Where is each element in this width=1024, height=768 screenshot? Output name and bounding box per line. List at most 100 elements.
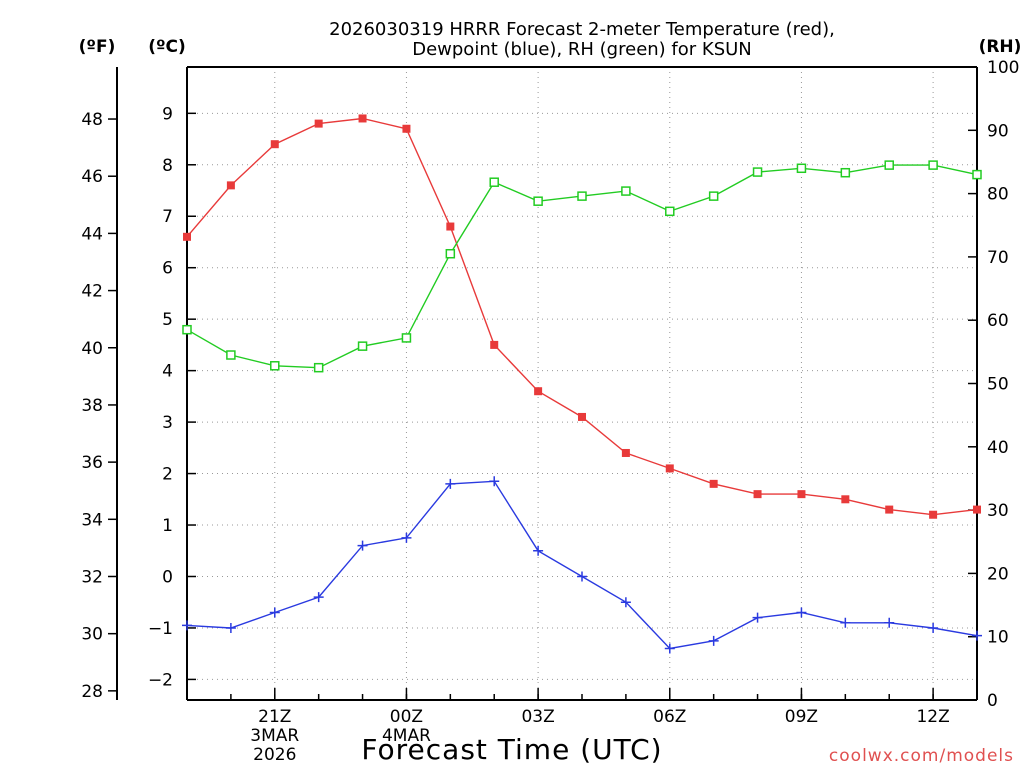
- celsius-tick-label: 3: [162, 413, 173, 433]
- grid-lines: [187, 67, 977, 700]
- rh-tick-label: 30: [987, 501, 1009, 521]
- time-tick-label: 12Z: [916, 707, 949, 727]
- dewpoint-point: [533, 545, 544, 556]
- dewpoint-point: [269, 607, 280, 618]
- rh-tick-label: 100: [987, 58, 1019, 78]
- 2-meter-temperature-line: [186, 117, 978, 516]
- fahrenheit-tick-label: 44: [81, 224, 103, 244]
- rh-tick-label: 40: [987, 438, 1009, 458]
- dewpoint-point: [445, 478, 456, 489]
- 2-meter-temperature-point: [578, 412, 586, 421]
- date-label: 3MAR: [250, 726, 299, 746]
- dewpoint-point: [752, 612, 763, 623]
- fahrenheit-tick-label: 40: [81, 339, 103, 359]
- celsius-tick-label: 1: [162, 516, 173, 536]
- time-tick-label: 03Z: [521, 707, 554, 727]
- 2-meter-temperature-point: [753, 490, 762, 499]
- rh-point: [752, 167, 763, 177]
- rh-point: [489, 177, 499, 187]
- 2-meter-temperature-point: [797, 490, 806, 499]
- chart-title-line-2: Dewpoint (blue), RH (green) for KSUN: [412, 39, 752, 60]
- rh-point: [665, 206, 675, 217]
- dewpoint-point: [182, 620, 192, 631]
- dewpoint-point: [664, 643, 675, 654]
- rh-point: [182, 324, 192, 335]
- 2-meter-temperature-point: [446, 222, 455, 231]
- celsius-tick-label: 0: [162, 567, 173, 587]
- 2-meter-temperature-point: [621, 448, 630, 457]
- 2-meter-temperature-point: [841, 495, 850, 504]
- celsius-tick-label: 9: [162, 104, 173, 124]
- 2-meter-temperature-point: [709, 479, 718, 488]
- x-axis-title: Forecast Time (UTC): [361, 733, 662, 766]
- rh-point: [840, 167, 851, 178]
- rh-point: [270, 361, 280, 371]
- rh-tick-label: 60: [987, 311, 1009, 331]
- fahrenheit-tick-label: 46: [81, 167, 103, 187]
- celsius-axis-unit: (ºC): [148, 37, 186, 57]
- celsius-tick-label: 8: [162, 156, 173, 176]
- tick-labels: −2−1012345678928303234363840424446480102…: [81, 58, 1019, 765]
- chart-title-line-1: 2026030319 HRRR Forecast 2-meter Tempera…: [329, 19, 835, 40]
- dewpoint-point: [708, 635, 719, 646]
- fahrenheit-tick-label: 42: [81, 282, 103, 302]
- dewpoint-point: [840, 617, 851, 628]
- dewpoint-point: [972, 630, 982, 641]
- celsius-tick-label: −2: [148, 670, 173, 690]
- dewpoint-point: [357, 540, 368, 551]
- dewpoint-point: [796, 607, 807, 618]
- data-series: [182, 114, 982, 654]
- rh-tick-label: 50: [987, 375, 1009, 395]
- celsius-tick-label: 4: [162, 362, 173, 382]
- credit-link[interactable]: coolwx.com/models: [829, 746, 1014, 766]
- fahrenheit-tick-label: 32: [81, 567, 103, 587]
- celsius-tick-label: 6: [162, 259, 173, 279]
- celsius-tick-label: 5: [162, 310, 173, 330]
- dewpoint-point: [401, 532, 412, 543]
- rh-axis-unit: (RH): [979, 37, 1022, 57]
- 2-meter-temperature-point: [358, 114, 367, 123]
- rh-point: [796, 163, 807, 174]
- dewpoint-line: [186, 480, 978, 650]
- rh-tick-label: 10: [987, 628, 1009, 648]
- 2-meter-temperature-point: [226, 181, 235, 190]
- rh-point: [972, 169, 982, 180]
- 2-meter-temperature-point: [929, 510, 938, 519]
- 2-meter-temperature-point: [314, 119, 323, 128]
- 2-meter-temperature-point: [973, 505, 981, 514]
- fahrenheit-tick-label: 48: [81, 110, 103, 130]
- rh-point: [226, 350, 236, 360]
- rh-point: [621, 186, 631, 196]
- 2-meter-temperature-point: [885, 505, 894, 514]
- fahrenheit-tick-label: 30: [81, 625, 103, 645]
- 2-meter-temperature-point: [402, 124, 411, 133]
- rh-point: [445, 248, 456, 259]
- time-tick-label: 00Z: [390, 707, 423, 727]
- axes: [108, 66, 978, 701]
- rh-point: [884, 160, 894, 170]
- 2-meter-temperature-point: [490, 340, 499, 349]
- rh-tick-label: 70: [987, 248, 1009, 268]
- dewpoint-point: [928, 622, 939, 633]
- 2-meter-temperature-point: [534, 387, 543, 396]
- dewpoint-point: [313, 592, 324, 603]
- rh-point: [708, 191, 719, 201]
- 2-meter-temperature-point: [270, 140, 279, 149]
- dewpoint-point: [884, 617, 895, 628]
- 2-meter-temperature-point: [183, 232, 191, 241]
- rh-tick-label: 0: [987, 691, 998, 711]
- dewpoint-point: [225, 622, 236, 633]
- 2-meter-temperature-point: [665, 464, 674, 473]
- year-label: 2026: [253, 745, 296, 765]
- rh-point: [533, 196, 543, 206]
- celsius-tick-label: −1: [148, 619, 173, 639]
- fahrenheit-axis-unit: (ºF): [79, 37, 116, 57]
- time-tick-label: 06Z: [653, 707, 686, 727]
- rh-point: [357, 341, 368, 351]
- dewpoint-point: [620, 597, 631, 608]
- rh-tick-label: 20: [987, 564, 1009, 584]
- rh-tick-label: 90: [987, 121, 1009, 141]
- fahrenheit-tick-label: 36: [81, 453, 103, 473]
- celsius-tick-label: 7: [162, 207, 173, 227]
